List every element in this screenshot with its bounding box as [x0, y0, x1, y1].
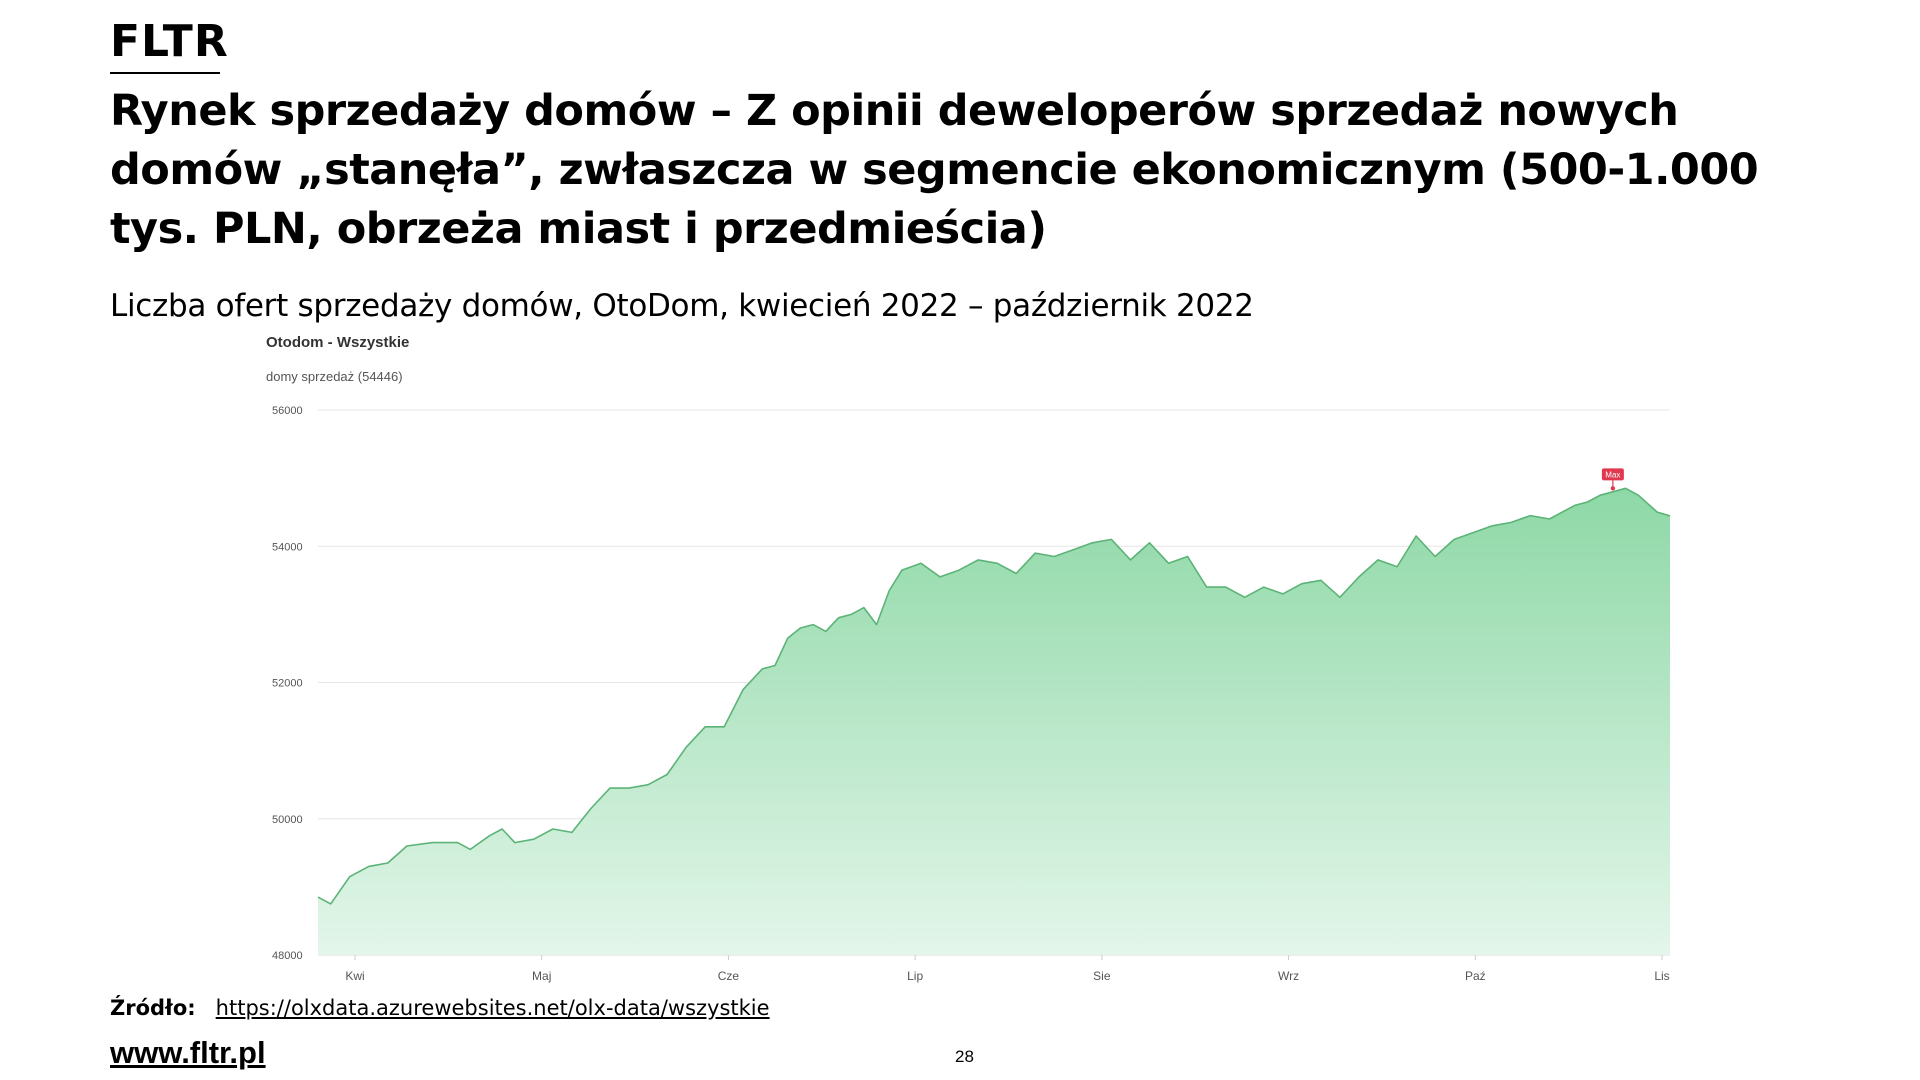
x-tick-label: Paź — [1465, 969, 1486, 983]
y-tick-label: 52000 — [272, 678, 303, 690]
y-tick-label: 48000 — [272, 950, 303, 962]
brand-logo: FLTR — [110, 16, 229, 67]
max-badge-label: Max — [1605, 470, 1620, 479]
slide-headline: Rynek sprzedaży domów – Z opinii dewelop… — [110, 86, 1759, 254]
page-number: 28 — [955, 1047, 974, 1066]
x-tick-label: Kwi — [345, 969, 364, 983]
x-tick-label: Lis — [1654, 969, 1669, 983]
website-link[interactable]: www.fltr.pl — [110, 1035, 266, 1070]
source-link[interactable]: https://olxdata.azurewebsites.net/olx-da… — [215, 996, 770, 1020]
y-tick-label: 50000 — [272, 814, 303, 826]
x-tick-label: Wrz — [1278, 969, 1299, 983]
max-badge — [1601, 468, 1624, 481]
max-marker-layer: Max — [1601, 468, 1624, 491]
series-area — [318, 488, 1670, 955]
series-layer — [317, 487, 1671, 955]
x-tick-label: Lip — [907, 969, 923, 983]
max-point — [1610, 486, 1616, 491]
source-label: Źródło: — [110, 996, 196, 1020]
y-tick-label: 56000 — [272, 405, 303, 417]
source-line: Źródło: https://olxdata.azurewebsites.net… — [110, 993, 770, 1023]
max-marker: Max — [1601, 468, 1624, 491]
chart-subtitle: domy sprzedaż (54446) — [266, 369, 403, 384]
area-chart: Otodom - Wszystkie domy sprzedaż (54446)… — [266, 334, 1671, 983]
axis-labels: 56000 54000 52000 50000 48000 Kwi Maj Cze Lip Sie… — [272, 405, 1670, 983]
brand-underline — [110, 72, 220, 74]
chart-caption: Liczba ofert sprzedaży domów, OtoDom, kw… — [110, 288, 1254, 324]
x-tick-label: Sie — [1093, 969, 1111, 983]
x-tick-label: Cze — [718, 969, 740, 983]
x-tick-label: Maj — [532, 969, 551, 983]
y-tick-label: 54000 — [272, 541, 303, 553]
chart-container: Otodom - Wszystkie domy sprzedaż (54446)… — [255, 325, 1695, 990]
series-line — [317, 487, 1671, 905]
chart-title: Otodom - Wszystkie — [266, 334, 409, 351]
